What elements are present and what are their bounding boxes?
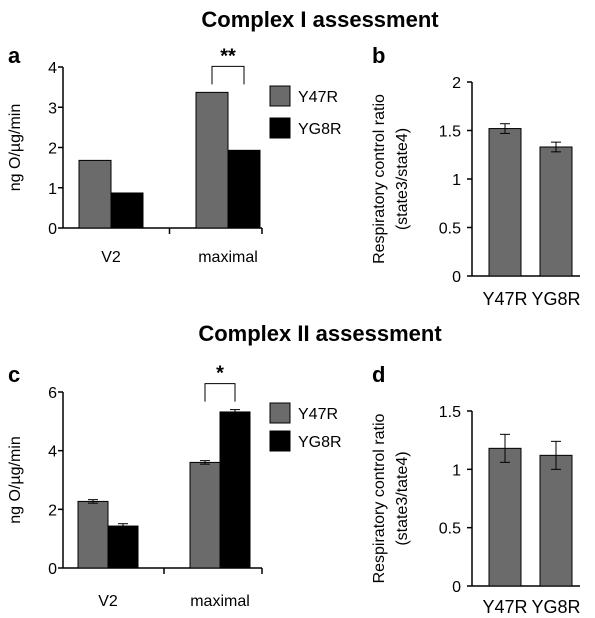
y-axis-title: ng O/µg/min bbox=[7, 436, 24, 523]
category-label-y47r: Y47R bbox=[482, 597, 527, 617]
significance-bracket bbox=[204, 383, 236, 402]
y-tick-label: 3 bbox=[48, 100, 57, 117]
legend-label-y47r: Y47R bbox=[298, 89, 338, 106]
category-label-y47r: Y47R bbox=[482, 289, 527, 309]
bar-y47r bbox=[488, 128, 522, 277]
chart-b: 0 0.5 1 1.5 2 Y47R YG8R Respiratory control rat… bbox=[371, 75, 581, 309]
bar-y47r-maximal bbox=[195, 91, 229, 229]
category-label-v2: V2 bbox=[98, 593, 118, 610]
panel-label-a: a bbox=[8, 43, 21, 68]
y-tick-label: 1 bbox=[452, 172, 461, 189]
y-tick-label: 0.5 bbox=[439, 221, 461, 238]
chart-a: 0 1 2 3 4 V2 maximal ** Y47R YG8R ng O/µg/min bbox=[7, 45, 342, 266]
y-axis-title: Respiratory control ratio bbox=[371, 413, 388, 583]
y-tick-label: 6 bbox=[48, 385, 57, 402]
bar-yg8r-maximal bbox=[227, 149, 261, 229]
panel-label-d: d bbox=[372, 362, 385, 387]
bar-yg8r bbox=[539, 454, 573, 587]
category-label-maximal: maximal bbox=[198, 249, 258, 266]
bar-y47r-v2 bbox=[77, 500, 109, 569]
y-axis-title: (state3/state4) bbox=[394, 128, 411, 230]
y-tick-label: 1.5 bbox=[439, 404, 461, 421]
category-label-yg8r: YG8R bbox=[531, 597, 580, 617]
y-axis-title: ng O/µg/min bbox=[7, 104, 24, 191]
bar-y47r bbox=[488, 447, 522, 587]
y-tick-label: 2 bbox=[48, 502, 57, 519]
significance-label: * bbox=[216, 363, 224, 385]
bar-yg8r-v2 bbox=[110, 192, 144, 229]
y-tick-label: 0 bbox=[452, 579, 461, 596]
category-label-yg8r: YG8R bbox=[531, 289, 580, 309]
y-tick-label: 0 bbox=[452, 269, 461, 286]
y-tick-label: 0.5 bbox=[439, 521, 461, 538]
y-tick-label: 0 bbox=[48, 561, 57, 578]
bar-yg8r-v2 bbox=[107, 525, 139, 569]
category-label-v2: V2 bbox=[101, 249, 121, 266]
y-tick-label: 4 bbox=[48, 444, 57, 461]
category-label-maximal: maximal bbox=[190, 593, 250, 610]
legend-label-yg8r: YG8R bbox=[298, 434, 342, 451]
y-tick-label: 2 bbox=[48, 141, 57, 158]
y-tick-label: 4 bbox=[48, 60, 57, 77]
significance-label: ** bbox=[220, 45, 236, 67]
y-tick-label: 1.5 bbox=[439, 124, 461, 141]
chart-d: 0 0.5 1 1.5 Y47R YG8R Respiratory control rati… bbox=[371, 404, 581, 617]
legend-label-y47r: Y47R bbox=[298, 406, 338, 423]
y-axis-title: Respiratory control ratio bbox=[371, 94, 388, 264]
section-title-complex-i: Complex I assessment bbox=[201, 7, 439, 32]
bar-y47r-v2 bbox=[78, 159, 112, 229]
y-tick-label: 1 bbox=[452, 462, 461, 479]
y-tick-label: 1 bbox=[48, 181, 57, 198]
y-tick-label: 2 bbox=[452, 75, 461, 92]
bar-yg8r bbox=[539, 146, 573, 277]
section-title-complex-ii: Complex II assessment bbox=[198, 321, 442, 346]
bar-yg8r-maximal bbox=[219, 411, 251, 569]
panel-label-c: c bbox=[8, 362, 20, 387]
chart-c: 0 2 4 6 V2 maximal * Y47R YG8R ng O/µg/min bbox=[7, 363, 342, 610]
legend-label-yg8r: YG8R bbox=[298, 121, 342, 138]
bar-y47r-maximal bbox=[189, 461, 221, 569]
legend-swatch-y47r bbox=[269, 85, 291, 107]
y-axis-title: (state3/tate4) bbox=[394, 451, 411, 545]
legend-swatch-y47r bbox=[269, 402, 291, 424]
legend-swatch-yg8r bbox=[269, 430, 291, 452]
panel-label-b: b bbox=[372, 43, 385, 68]
y-tick-label: 0 bbox=[48, 221, 57, 238]
legend-swatch-yg8r bbox=[269, 117, 291, 139]
significance-bracket bbox=[211, 65, 245, 85]
